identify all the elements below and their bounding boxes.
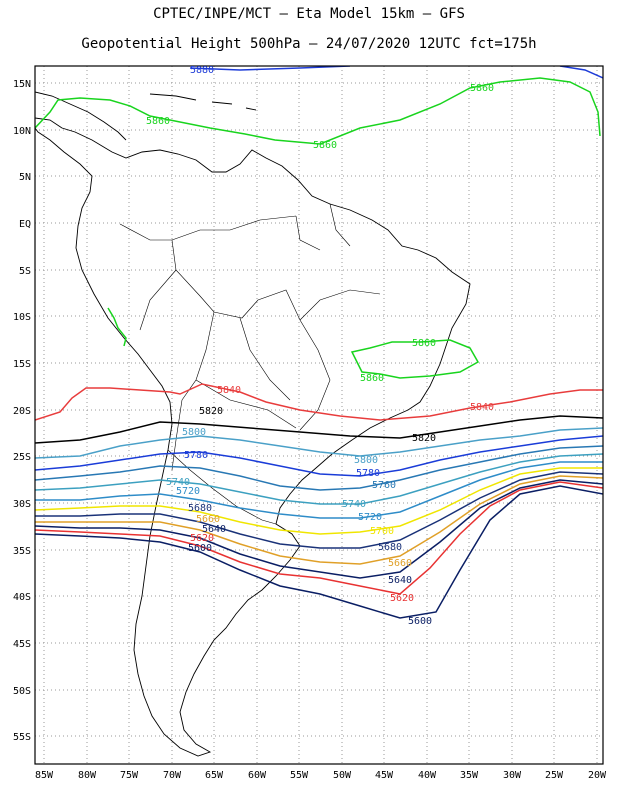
label-5620-east: 5620 bbox=[390, 593, 414, 604]
lat-label-25s: 25S bbox=[13, 452, 31, 463]
lat-label-10n: 10N bbox=[13, 126, 31, 137]
lon-label-60w: 60W bbox=[248, 770, 267, 781]
label-5860-brazil-south: 5860 bbox=[360, 373, 384, 384]
caribbean-islands bbox=[149, 93, 257, 111]
label-5860-atlantic-ne: 5860 bbox=[470, 83, 494, 94]
label-5800-west: 5800 bbox=[182, 427, 206, 438]
contour-5760 bbox=[35, 445, 603, 491]
lat-label-15n: 15N bbox=[13, 79, 31, 90]
lat-label-55s: 55S bbox=[13, 732, 31, 743]
label-5640-west: 5640 bbox=[202, 524, 226, 535]
label-5800-east: 5800 bbox=[354, 455, 378, 466]
label-5600-east: 5600 bbox=[408, 616, 432, 627]
plot-frame bbox=[34, 65, 604, 765]
label-5700-east: 5700 bbox=[370, 526, 394, 537]
lon-label-25w: 25W bbox=[545, 770, 564, 781]
contour-5660 bbox=[35, 475, 603, 565]
contour-5820 bbox=[35, 415, 603, 444]
label-5660-east: 5660 bbox=[388, 558, 412, 569]
country-borders bbox=[119, 203, 381, 525]
lon-label-40w: 40W bbox=[418, 770, 437, 781]
label-5860-brazil-east: 5860 bbox=[412, 338, 436, 349]
label-5780-west: 5780 bbox=[184, 450, 208, 461]
graticule bbox=[35, 66, 603, 764]
lat-label-15s: 15S bbox=[13, 359, 31, 370]
lat-label-eq: EQ bbox=[19, 219, 31, 230]
contour-5860-brazil bbox=[350, 339, 480, 379]
contour-5600 bbox=[35, 485, 603, 619]
contour-5860-north bbox=[35, 77, 601, 145]
label-5840-east: 5840 bbox=[470, 402, 494, 413]
contour-5620 bbox=[35, 481, 603, 595]
lat-label-10s: 10S bbox=[13, 312, 31, 323]
contour-5720 bbox=[35, 461, 603, 519]
lon-label-75w: 75W bbox=[120, 770, 139, 781]
label-5780-east: 5780 bbox=[356, 468, 380, 479]
label-5600-west: 5600 bbox=[188, 543, 212, 554]
lon-label-55w: 55W bbox=[290, 770, 309, 781]
lon-label-85w: 85W bbox=[35, 770, 54, 781]
contour-5800 bbox=[35, 427, 603, 459]
lon-label-65w: 65W bbox=[205, 770, 224, 781]
map-title: CPTEC/INPE/MCT – Eta Model 15km – GFS bbox=[153, 6, 465, 22]
lon-label-50w: 50W bbox=[333, 770, 352, 781]
map-subtitle: Geopotential Height 500hPa – 24/07/2020 … bbox=[81, 36, 537, 52]
lon-label-80w: 80W bbox=[78, 770, 97, 781]
contour-5860-nw-islands bbox=[107, 307, 127, 347]
label-5680-east: 5680 bbox=[378, 542, 402, 553]
lon-labels: 85W 80W 75W 70W 65W 60W 55W 50W 45W 40W … bbox=[35, 770, 607, 781]
lon-label-45w: 45W bbox=[375, 770, 394, 781]
label-5640-east: 5640 bbox=[388, 575, 412, 586]
label-5860-atlantic-north: 5860 bbox=[313, 140, 337, 151]
contour-value-labels: 5880 5860 5860 5860 5860 5860 5840 5840 … bbox=[146, 65, 494, 627]
lat-label-5n: 5N bbox=[19, 172, 31, 183]
height-contours bbox=[35, 66, 603, 619]
label-5840-west: 5840 bbox=[217, 385, 241, 396]
label-5720-west: 5720 bbox=[176, 486, 200, 497]
lon-label-30w: 30W bbox=[503, 770, 522, 781]
lat-labels: 15N 10N 5N EQ 5S 10S 15S 20S 25S 30S 35S… bbox=[13, 79, 31, 743]
contour-5740 bbox=[35, 453, 603, 505]
label-5760-east: 5760 bbox=[372, 480, 396, 491]
contour-5780 bbox=[35, 435, 603, 477]
lon-label-35w: 35W bbox=[460, 770, 479, 781]
lat-label-20s: 20S bbox=[13, 406, 31, 417]
lon-label-20w: 20W bbox=[588, 770, 607, 781]
lat-label-40s: 40S bbox=[13, 592, 31, 603]
label-5740-east: 5740 bbox=[342, 499, 366, 510]
lat-label-30s: 30S bbox=[13, 499, 31, 510]
contour-5840 bbox=[35, 383, 603, 421]
contour-5640 bbox=[35, 479, 603, 579]
label-5820-east: 5820 bbox=[412, 433, 436, 444]
label-5660-west: 5660 bbox=[196, 514, 220, 525]
label-5680-west: 5680 bbox=[188, 503, 212, 514]
label-5620-west: 5620 bbox=[190, 533, 214, 544]
label-5860-caribbean: 5860 bbox=[146, 116, 170, 127]
label-5820-west: 5820 bbox=[199, 406, 223, 417]
lon-label-70w: 70W bbox=[163, 770, 182, 781]
label-5720-east: 5720 bbox=[358, 512, 382, 523]
coastlines bbox=[35, 91, 471, 757]
label-5880: 5880 bbox=[190, 65, 214, 76]
central-america-outline bbox=[35, 91, 127, 141]
contour-5680 bbox=[35, 471, 603, 549]
label-5740-west: 5740 bbox=[166, 477, 190, 488]
lat-label-45s: 45S bbox=[13, 639, 31, 650]
contour-5700 bbox=[35, 467, 603, 535]
lat-label-50s: 50S bbox=[13, 686, 31, 697]
contour-5880 bbox=[189, 66, 603, 79]
lat-label-5s: 5S bbox=[19, 266, 31, 277]
lat-label-35s: 35S bbox=[13, 546, 31, 557]
south-america-outline bbox=[35, 117, 471, 757]
